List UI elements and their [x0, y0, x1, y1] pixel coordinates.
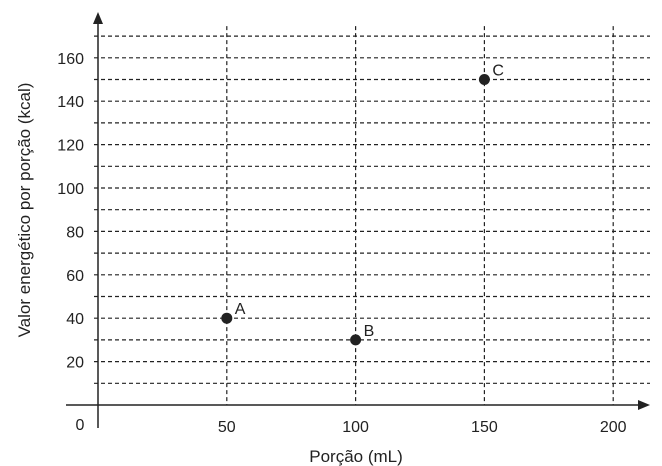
y-tick-label-80: 80	[66, 224, 84, 241]
x-tick-label-150: 150	[471, 419, 498, 436]
y-tick-label-140: 140	[57, 94, 84, 111]
y-axis-title: Valor energético por porção (kcal)	[15, 83, 34, 338]
y-tick-label-40: 40	[66, 311, 84, 328]
y-tick-label-120: 120	[57, 138, 84, 155]
point-label-b: B	[364, 323, 375, 340]
data-points: ABCDE	[221, 63, 504, 346]
x-axis-title: Porção (mL)	[309, 447, 403, 466]
axes	[66, 12, 650, 428]
y-axis-arrow	[93, 12, 103, 24]
point-b	[350, 334, 362, 346]
origin-label: 0	[76, 417, 85, 434]
point-label-a: A	[235, 301, 246, 318]
tick-labels: 5010015020025030035040020406080100120140…	[57, 51, 627, 436]
x-axis-arrow	[638, 400, 650, 410]
x-tick-label-50: 50	[218, 419, 236, 436]
y-tick-label-100: 100	[57, 181, 84, 198]
grid-lines	[94, 26, 650, 405]
point-label-c: C	[492, 63, 504, 80]
point-c	[478, 74, 490, 85]
y-tick-label-60: 60	[66, 268, 84, 285]
x-tick-label-100: 100	[342, 419, 369, 436]
y-tick-label-20: 20	[66, 355, 84, 372]
y-tick-label-160: 160	[57, 51, 84, 68]
x-tick-label-200: 200	[600, 419, 627, 436]
point-a	[221, 312, 233, 324]
